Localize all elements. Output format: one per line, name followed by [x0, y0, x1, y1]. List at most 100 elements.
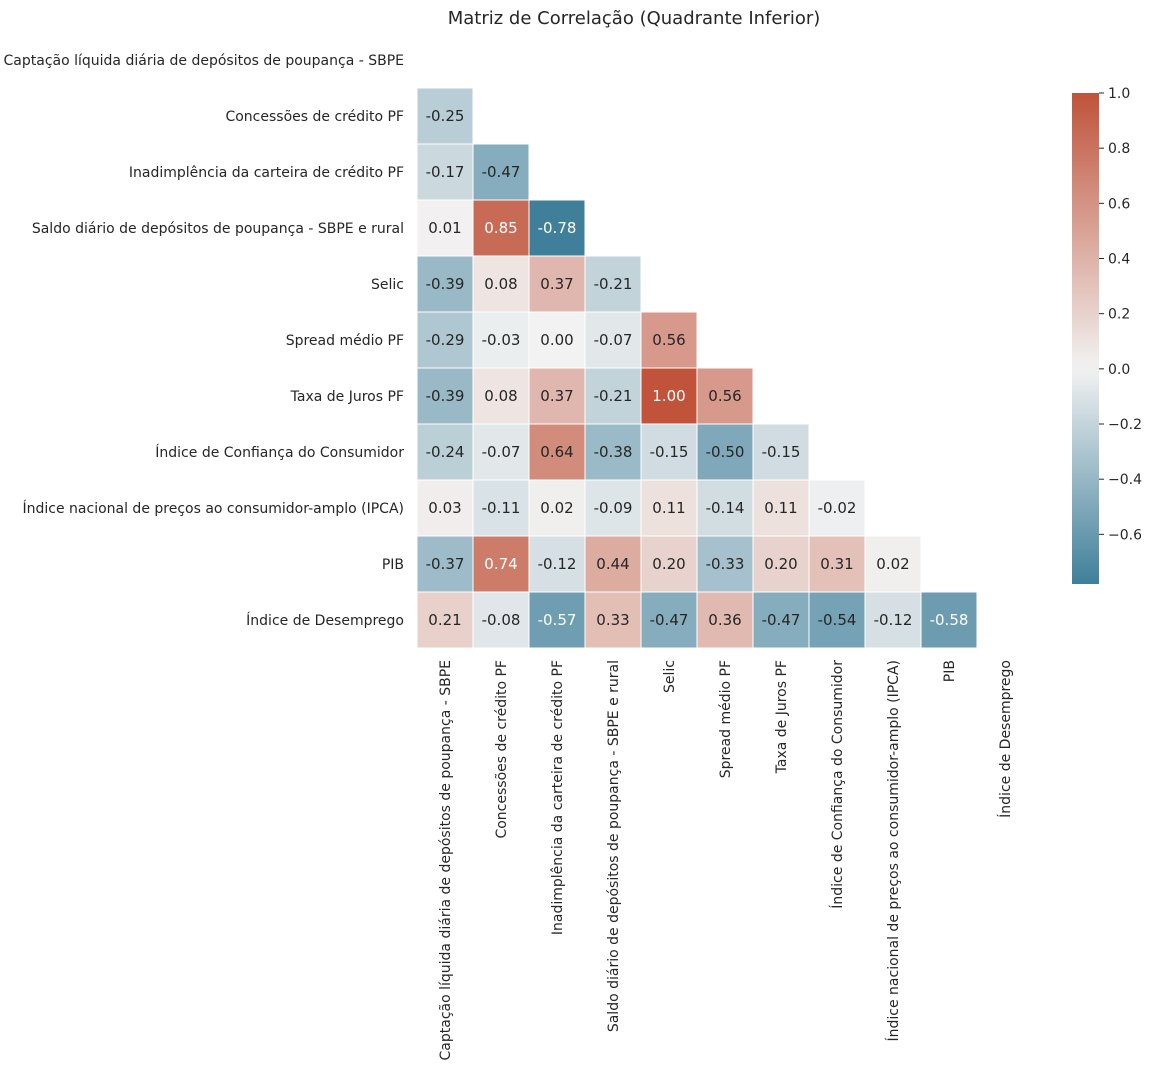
y-tick-label: Selic — [371, 277, 404, 293]
y-tick-label: Spread médio PF — [286, 333, 404, 349]
heatmap-cell — [808, 479, 866, 537]
cell-value-label: -0.21 — [594, 275, 633, 293]
cell-value-label: -0.33 — [706, 555, 745, 573]
cell-value-label: -0.39 — [426, 387, 465, 405]
cell-value-label: 0.44 — [596, 555, 629, 573]
y-tick-label: PIB — [382, 557, 404, 573]
cell-value-label: 0.11 — [652, 499, 685, 517]
cell-value-label: 0.64 — [540, 443, 573, 461]
y-tick-label: Taxa de Juros PF — [290, 389, 404, 405]
x-tick-label: Saldo diário de depósitos de poupança - … — [606, 660, 622, 1032]
cell-value-label: -0.21 — [594, 387, 633, 405]
heatmap-cell — [472, 143, 530, 201]
heatmap-cell — [920, 591, 978, 649]
cell-value-label: 0.85 — [484, 219, 517, 237]
cell-value-label: 0.03 — [428, 499, 461, 517]
heatmap-cell — [528, 367, 586, 425]
cell-value-label: 0.33 — [596, 611, 629, 629]
x-tick-label: Inadimplência da carteira de crédito PF — [550, 660, 566, 935]
heatmap-cell — [528, 535, 586, 593]
cell-value-label: -0.02 — [818, 499, 857, 517]
cell-value-label: -0.29 — [426, 331, 465, 349]
cell-value-label: 1.00 — [652, 387, 685, 405]
heatmap-cell — [584, 535, 642, 593]
y-tick-label: Índice nacional de preços ao consumidor-… — [23, 500, 405, 517]
cell-value-label: -0.12 — [874, 611, 913, 629]
heatmap-cell — [640, 591, 698, 649]
x-tick-label: Selic — [662, 660, 678, 693]
cell-value-label: 0.56 — [708, 387, 741, 405]
heatmap-cell — [528, 591, 586, 649]
cell-value-label: 0.02 — [876, 555, 909, 573]
cell-value-label: 0.21 — [428, 611, 461, 629]
colorbar-tick-label: −0.4 — [1108, 472, 1142, 488]
heatmap-cell — [696, 423, 754, 481]
heatmap-cell — [584, 255, 642, 313]
cell-value-label: 0.08 — [484, 387, 517, 405]
heatmap-cell — [864, 591, 922, 649]
colorbar-tick-label: 0.8 — [1108, 141, 1130, 157]
cell-value-label: -0.15 — [650, 443, 689, 461]
heatmap-cell — [416, 535, 474, 593]
heatmap-cell — [696, 367, 754, 425]
y-axis-tick-labels: Captação líquida diária de depósitos de … — [4, 53, 405, 629]
heatmap-cell — [696, 591, 754, 649]
cell-value-label: -0.57 — [538, 611, 577, 629]
cell-value-label: -0.39 — [426, 275, 465, 293]
cell-value-label: 0.36 — [708, 611, 741, 629]
colorbar-tick-label: −0.2 — [1108, 417, 1142, 433]
cell-value-label: -0.15 — [762, 443, 801, 461]
heatmap-cell — [696, 535, 754, 593]
cell-value-label: 0.20 — [652, 555, 685, 573]
heatmap-cell — [472, 591, 530, 649]
heatmap-cell — [584, 591, 642, 649]
cell-value-label: -0.25 — [426, 107, 465, 125]
heatmap-cell — [472, 311, 530, 369]
cell-value-label: -0.12 — [538, 555, 577, 573]
x-tick-label: Spread médio PF — [718, 660, 734, 778]
x-tick-label: Concessões de crédito PF — [494, 660, 510, 839]
y-tick-label: Saldo diário de depósitos de poupança - … — [32, 221, 404, 237]
heatmap-cell — [472, 423, 530, 481]
cell-value-label: -0.47 — [650, 611, 689, 629]
cell-value-label: -0.07 — [594, 331, 633, 349]
x-tick-label: Taxa de Juros PF — [774, 660, 790, 774]
cell-value-label: 0.02 — [540, 499, 573, 517]
x-tick-label: Índice de Desemprego — [997, 660, 1014, 818]
heatmap-cell — [528, 199, 586, 257]
heatmap-cell — [416, 87, 474, 145]
heatmap-cell — [864, 535, 922, 593]
cell-value-label: 0.20 — [764, 555, 797, 573]
heatmap-cell — [752, 535, 810, 593]
cell-value-label: -0.17 — [426, 163, 465, 181]
cell-value-label: -0.08 — [482, 611, 521, 629]
y-tick-label: Concessões de crédito PF — [225, 109, 404, 125]
cell-value-label: 0.74 — [484, 555, 517, 573]
chart-title: Matriz de Correlação (Quadrante Inferior… — [448, 8, 821, 29]
cell-value-label: -0.24 — [426, 443, 465, 461]
cell-value-label: -0.50 — [706, 443, 745, 461]
heatmap-cell — [416, 143, 474, 201]
heatmap-cells: -0.25 -0.17 -0.47 0.01 0.85 -0.78 -0.39 0.08 0.3… — [416, 87, 978, 649]
cell-value-label: -0.11 — [482, 499, 521, 517]
y-tick-label: Captação líquida diária de depósitos de … — [4, 53, 404, 69]
cell-value-label: 0.37 — [540, 387, 573, 405]
cell-value-label: 0.01 — [428, 219, 461, 237]
heatmap-cell — [472, 367, 530, 425]
y-tick-label: Índice de Confiança do Consumidor — [155, 444, 404, 461]
cell-value-label: 0.11 — [764, 499, 797, 517]
cell-value-label: -0.38 — [594, 443, 633, 461]
cell-value-label: -0.14 — [706, 499, 745, 517]
cell-value-label: 0.31 — [820, 555, 853, 573]
x-axis-tick-labels: Captação líquida diária de depósitos de … — [438, 660, 1014, 1061]
cell-value-label: -0.54 — [818, 611, 857, 629]
heatmap-cell — [528, 479, 586, 537]
y-tick-label: Inadimplência da carteira de crédito PF — [129, 165, 404, 181]
colorbar: 1.0 0.8 0.6 0.4 0.2 0.0 −0.2 −0.4 −0.6 — [1072, 86, 1142, 584]
x-tick-label: Índice nacional de preços ao consumidor-… — [885, 660, 902, 1042]
cell-value-label: 0.56 — [652, 331, 685, 349]
heatmap-cell — [584, 367, 642, 425]
heatmap-cell — [472, 255, 530, 313]
colorbar-tick-label: 0.0 — [1108, 362, 1130, 378]
